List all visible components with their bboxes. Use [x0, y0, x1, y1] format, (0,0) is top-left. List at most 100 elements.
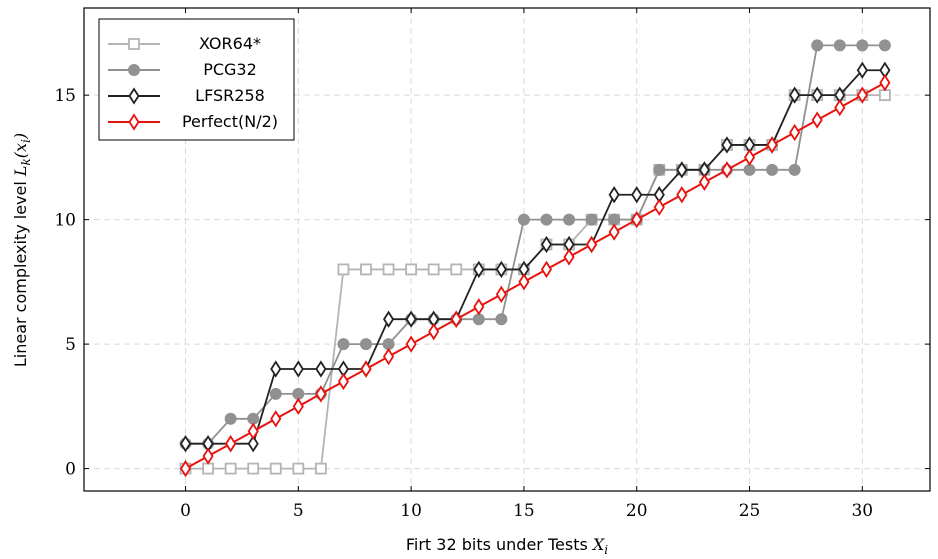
data-point-xor64: [382, 263, 395, 276]
legend-label-xor64: XOR64*: [199, 34, 261, 53]
series-perfect-n-2: [179, 74, 891, 478]
data-point-perfect-n-2: [563, 248, 575, 266]
data-point-lfsr258: [292, 360, 304, 378]
data-point-pcg32: [766, 163, 779, 176]
data-point-xor64: [292, 462, 305, 475]
data-point-pcg32: [563, 213, 576, 226]
data-point-perfect-n-2: [360, 360, 372, 378]
data-point-perfect-n-2: [608, 223, 620, 241]
data-point-lfsr258: [676, 161, 688, 179]
data-point-lfsr258: [405, 310, 417, 328]
data-point-pcg32: [811, 39, 824, 52]
x-tick-label: 30: [851, 501, 873, 521]
data-point-lfsr258: [721, 136, 733, 154]
data-point-perfect-n-2: [631, 210, 643, 229]
data-point-perfect-n-2: [811, 111, 823, 129]
data-point-perfect-n-2: [225, 435, 237, 453]
x-tick-label: 10: [400, 501, 422, 521]
data-point-perfect-n-2: [676, 186, 688, 204]
data-point-perfect-n-2: [518, 273, 530, 291]
data-point-xor64: [224, 462, 237, 475]
y-tick-label: 5: [65, 335, 76, 355]
legend-label-lfsr258: LFSR258: [195, 86, 265, 105]
legend-item-perfect-n-2: Perfect(N/2): [108, 112, 278, 131]
legend-marker-perfect-n-2: [128, 113, 140, 131]
data-point-perfect-n-2: [315, 385, 327, 403]
data-point-pcg32: [833, 39, 846, 52]
data-point-pcg32: [337, 338, 350, 351]
series-layer: [179, 39, 891, 478]
data-point-lfsr258: [811, 86, 823, 104]
data-point-perfect-n-2: [202, 447, 214, 465]
data-point-pcg32: [653, 163, 666, 176]
data-point-lfsr258: [540, 235, 553, 254]
data-point-pcg32: [495, 313, 508, 326]
x-axis-title: Firt 32 bits under Tests Xi: [406, 535, 608, 557]
legend: XOR64* PCG32 LFSR258 Perfect(N/2): [98, 18, 295, 141]
data-point-lfsr258: [856, 61, 868, 79]
x-tick-label: 0: [180, 501, 191, 521]
data-point-pcg32: [540, 213, 553, 226]
data-point-pcg32: [360, 338, 372, 351]
data-point-perfect-n-2: [382, 347, 395, 366]
data-point-pcg32: [224, 412, 237, 425]
data-point-perfect-n-2: [450, 310, 462, 328]
data-point-perfect-n-2: [270, 410, 282, 428]
series-line-xor64: [185, 94, 885, 470]
data-point-pcg32: [856, 39, 869, 52]
axis-ticks: 0 5 10 15 20 25 30 0 5 10 15: [54, 8, 930, 521]
data-point-perfect-n-2: [789, 123, 801, 142]
data-point-xor64: [878, 89, 891, 102]
data-point-perfect-n-2: [473, 298, 485, 316]
data-point-perfect-n-2: [495, 285, 507, 303]
data-point-xor64: [337, 263, 350, 276]
legend-label-perfect-n-2: Perfect(N/2): [182, 112, 278, 131]
data-point-lfsr258: [247, 435, 259, 453]
legend-marker-pcg32: [128, 64, 140, 76]
data-point-lfsr258: [179, 435, 192, 453]
data-point-xor64: [314, 462, 327, 475]
legend-marker-lfsr258: [128, 87, 140, 105]
data-point-lfsr258: [495, 260, 507, 279]
data-point-perfect-n-2: [540, 260, 553, 279]
plot-frame: [83, 7, 931, 492]
legend-items: XOR64* PCG32 LFSR258 Perfect(N/2): [108, 34, 278, 131]
data-point-xor64: [202, 462, 214, 475]
data-point-xor64: [405, 263, 418, 276]
data-point-lfsr258: [382, 310, 395, 328]
data-point-xor64: [427, 263, 440, 276]
data-point-xor64: [269, 462, 282, 475]
data-point-pcg32: [878, 39, 891, 52]
data-point-lfsr258: [315, 360, 327, 378]
data-point-xor64: [247, 462, 260, 475]
data-point-perfect-n-2: [653, 198, 665, 216]
legend-item-lfsr258: LFSR258: [108, 86, 265, 105]
data-point-perfect-n-2: [586, 235, 598, 254]
data-point-perfect-n-2: [856, 86, 868, 104]
data-point-perfect-n-2: [179, 459, 192, 478]
data-point-pcg32: [517, 213, 530, 226]
data-point-xor64: [360, 263, 372, 276]
data-point-pcg32: [788, 163, 801, 176]
data-point-lfsr258: [270, 360, 282, 378]
legend-marker-xor64: [128, 38, 140, 50]
data-point-pcg32: [585, 213, 598, 226]
data-point-perfect-n-2: [766, 136, 778, 154]
data-point-perfect-n-2: [743, 148, 756, 167]
x-tick-label: 20: [626, 501, 648, 521]
data-point-lfsr258: [789, 86, 801, 104]
data-point-lfsr258: [473, 260, 485, 279]
y-axis-title: Linear complexity level Lk(xi): [11, 133, 33, 367]
x-tick-label: 25: [739, 501, 761, 521]
data-point-perfect-n-2: [698, 173, 710, 191]
data-point-xor64: [450, 263, 463, 276]
data-point-perfect-n-2: [428, 322, 440, 341]
series-xor64: [179, 89, 891, 475]
data-point-perfect-n-2: [405, 335, 417, 353]
data-point-perfect-n-2: [721, 161, 733, 179]
data-point-perfect-n-2: [292, 397, 304, 416]
data-point-perfect-n-2: [834, 98, 846, 117]
data-point-lfsr258: [631, 186, 643, 204]
data-point-lfsr258: [608, 186, 620, 204]
